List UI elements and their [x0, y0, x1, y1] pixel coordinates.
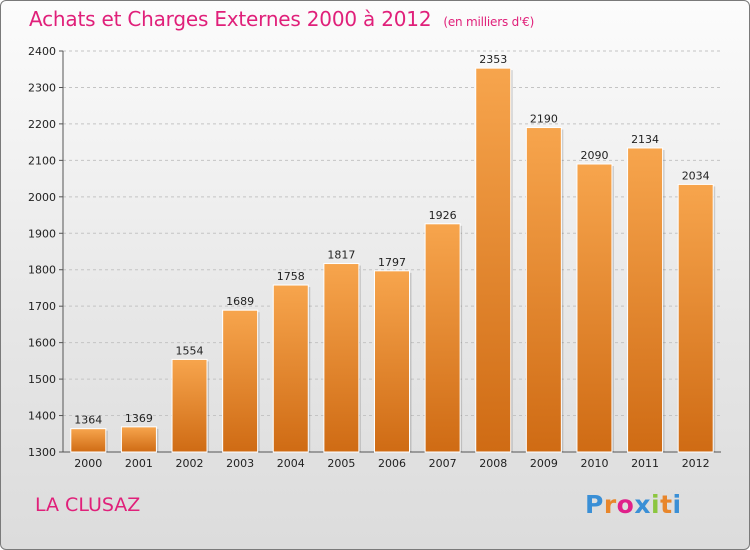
chart-unit: (en milliers d'€) [443, 15, 535, 29]
x-tick-label: 2002 [176, 457, 204, 470]
y-tick-label: 2400 [28, 45, 56, 58]
value-label: 1689 [226, 295, 254, 308]
y-tick-label: 2200 [28, 118, 56, 131]
bar-2003[interactable] [222, 309, 259, 453]
bar-2012[interactable] [677, 183, 714, 453]
bar-2006[interactable] [374, 270, 410, 453]
x-tick-label: 2008 [479, 457, 507, 470]
bar-2011[interactable] [627, 147, 664, 453]
y-tick-label: 1500 [28, 373, 56, 386]
proxiti-logo[interactable]: Proxiti [585, 490, 682, 519]
commune-name: LA CLUSAZ [35, 494, 141, 516]
y-tick-label: 2000 [28, 191, 56, 204]
x-tick-label: 2001 [125, 457, 153, 470]
value-label: 1554 [176, 344, 204, 357]
value-label: 1797 [378, 256, 406, 269]
bar-2009[interactable] [525, 127, 562, 453]
logo-letter: P [585, 490, 604, 519]
value-label: 1758 [277, 270, 305, 283]
chart-title: Achats et Charges Externes 2000 à 2012 (e… [29, 7, 534, 31]
x-tick-label: 2010 [580, 457, 608, 470]
bar-2000[interactable] [70, 428, 107, 453]
x-tick-label: 2000 [74, 457, 102, 470]
y-tick-label: 1800 [28, 264, 56, 277]
logo-letter: r [603, 490, 617, 519]
logo-letter: o [616, 490, 635, 519]
bar-2008[interactable] [475, 67, 512, 453]
bar-2007[interactable] [424, 223, 461, 453]
x-tick-label: 2011 [631, 457, 659, 470]
y-tick-label: 1900 [28, 227, 56, 240]
x-tick-label: 2009 [530, 457, 558, 470]
value-label: 2090 [580, 149, 608, 162]
bar-2001[interactable] [120, 426, 157, 453]
logo-letter: x [634, 490, 651, 519]
x-tick-label: 2004 [277, 457, 305, 470]
value-label: 1817 [327, 249, 355, 262]
value-label: 1926 [429, 209, 457, 222]
logo-letter: t [660, 490, 673, 519]
logo-letter: i [672, 490, 682, 519]
logo-letter: i [651, 490, 661, 519]
y-tick-label: 1400 [28, 410, 56, 423]
bar-2002[interactable] [171, 358, 208, 453]
x-tick-label: 2003 [226, 457, 254, 470]
x-tick-label: 2006 [378, 457, 406, 470]
y-tick-label: 1600 [28, 337, 56, 350]
value-label: 2034 [682, 169, 710, 182]
value-label: 2190 [530, 113, 558, 126]
bar-2004[interactable] [272, 284, 309, 453]
chart-title-text: Achats et Charges Externes 2000 à 2012 [29, 7, 432, 31]
x-tick-label: 2007 [429, 457, 457, 470]
value-label: 1369 [125, 412, 153, 425]
y-tick-label: 2100 [28, 154, 56, 167]
value-label: 2353 [479, 53, 507, 66]
value-label: 2134 [631, 133, 659, 146]
y-tick-label: 2300 [28, 81, 56, 94]
x-tick-label: 2005 [327, 457, 355, 470]
x-tick-label: 2012 [682, 457, 710, 470]
bar-2005[interactable] [323, 263, 360, 453]
y-tick-label: 1300 [28, 446, 56, 459]
bar-2010[interactable] [576, 163, 613, 453]
value-label: 1364 [74, 414, 102, 427]
y-tick-label: 1700 [28, 300, 56, 313]
